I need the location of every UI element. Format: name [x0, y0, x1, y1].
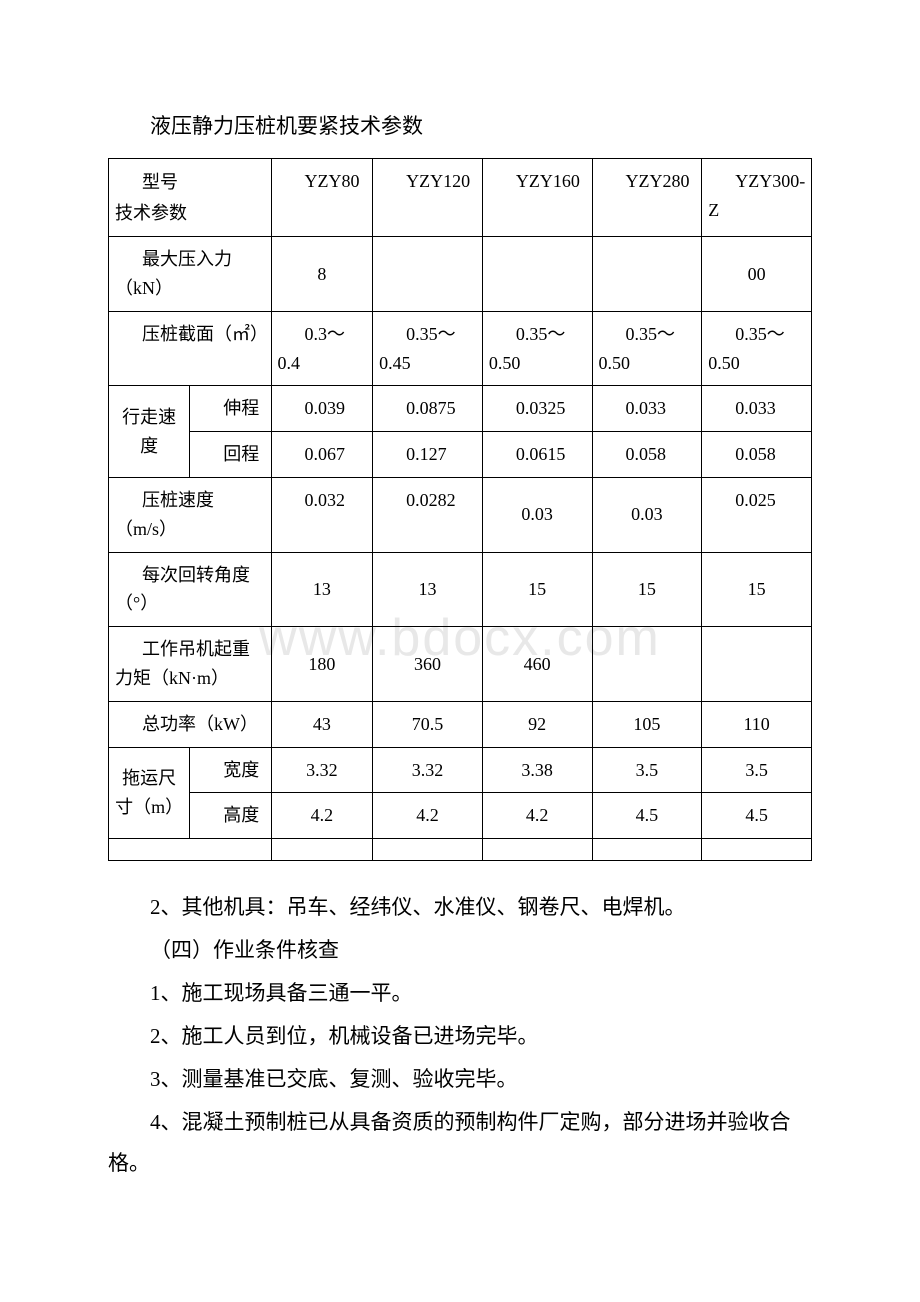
table-row: 型号 技术参数 YZY80 YZY120 YZY160 YZY280 YZY30… — [109, 159, 812, 237]
row-sublabel: 宽度 — [190, 747, 271, 793]
table-row: 回程 0.067 0.127 0.0615 0.058 0.058 — [109, 432, 812, 478]
header-label-1: 型号 — [142, 172, 178, 192]
table-cell: 8 — [271, 237, 373, 312]
table-cell: 0.033 — [702, 386, 812, 432]
table-cell: 3.38 — [482, 747, 592, 793]
table-cell: 0.058 — [702, 432, 812, 478]
table-cell: 0.058 — [592, 432, 702, 478]
row-label: 最大压入力（kN） — [109, 237, 272, 312]
table-cell: 4.2 — [271, 793, 373, 839]
table-cell: 15 — [592, 552, 702, 627]
empty-cell — [702, 839, 812, 861]
table-cell: 360 — [373, 627, 483, 702]
table-cell: 15 — [482, 552, 592, 627]
table-cell: 00 — [702, 237, 812, 312]
row-label: 总功率（kW） — [109, 701, 272, 747]
table-cell: 3.32 — [373, 747, 483, 793]
table-cell — [592, 237, 702, 312]
table-cell: 0.3～0.4 — [271, 311, 373, 386]
table-cell: 0.0282 — [373, 477, 483, 552]
table-row: 拖运尺寸（m） 宽度 3.32 3.32 3.38 3.5 3.5 — [109, 747, 812, 793]
table-row: 压桩截面（㎡） 0.3～0.4 0.35～0.45 0.35～0.50 0.35… — [109, 311, 812, 386]
row-label: 每次回转角度（°） — [109, 552, 272, 627]
empty-cell — [109, 839, 272, 861]
table-cell: 92 — [482, 701, 592, 747]
row-label: 工作吊机起重力矩（kN·m） — [109, 627, 272, 702]
table-cell: 3.32 — [271, 747, 373, 793]
body-paragraph: （四）作业条件核查 — [108, 930, 812, 971]
table-cell: 4.5 — [592, 793, 702, 839]
table-cell: 0.03 — [482, 477, 592, 552]
model-col: YZY120 — [373, 159, 483, 237]
empty-cell — [592, 839, 702, 861]
table-cell: 0.032 — [271, 477, 373, 552]
row-label: 压桩速度（m/s） — [109, 477, 272, 552]
body-paragraph: 2、施工人员到位，机械设备已进场完毕。 — [108, 1016, 812, 1057]
table-cell: 0.0875 — [373, 386, 483, 432]
table-cell: 0.127 — [373, 432, 483, 478]
table-cell — [592, 627, 702, 702]
body-paragraph: 2、其他机具：吊车、经纬仪、水准仪、钢卷尺、电焊机。 — [108, 887, 812, 928]
table-cell: 4.5 — [702, 793, 812, 839]
row-label: 压桩截面（㎡） — [109, 311, 272, 386]
row-sublabel: 伸程 — [190, 386, 271, 432]
row-sublabel: 高度 — [190, 793, 271, 839]
row-sublabel: 回程 — [190, 432, 271, 478]
table-cell — [373, 237, 483, 312]
page-title: 液压静力压桩机要紧技术参数 — [108, 110, 812, 140]
table-cell: 0.033 — [592, 386, 702, 432]
table-cell: 0.35～0.50 — [592, 311, 702, 386]
empty-cell — [373, 839, 483, 861]
table-row: 压桩速度（m/s） 0.032 0.0282 0.03 0.03 0.025 — [109, 477, 812, 552]
table-cell: 0.0325 — [482, 386, 592, 432]
model-col: YZY80 — [271, 159, 373, 237]
table-cell: 0.067 — [271, 432, 373, 478]
table-cell: 3.5 — [592, 747, 702, 793]
empty-cell — [482, 839, 592, 861]
table-cell: 13 — [271, 552, 373, 627]
table-row: 每次回转角度（°） 13 13 15 15 15 — [109, 552, 812, 627]
model-col: YZY160 — [482, 159, 592, 237]
body-paragraph: 3、测量基准已交底、复测、验收完毕。 — [108, 1059, 812, 1100]
table-row: 工作吊机起重力矩（kN·m） 180 360 460 — [109, 627, 812, 702]
table-cell: 105 — [592, 701, 702, 747]
table-row — [109, 839, 812, 861]
table-cell: 460 — [482, 627, 592, 702]
header-label-2: 技术参数 — [115, 203, 187, 223]
table-cell: 70.5 — [373, 701, 483, 747]
body-paragraph: 4、混凝土预制桩已从具备资质的预制构件厂定购，部分进场并验收合格。 — [108, 1102, 812, 1184]
table-cell: 0.35～0.45 — [373, 311, 483, 386]
table-cell — [702, 627, 812, 702]
table-row: 行走速度 伸程 0.039 0.0875 0.0325 0.033 0.033 — [109, 386, 812, 432]
table-cell: 4.2 — [482, 793, 592, 839]
spec-table: 型号 技术参数 YZY80 YZY120 YZY160 YZY280 YZY30… — [108, 158, 812, 861]
empty-cell — [271, 839, 373, 861]
header-label-cell: 型号 技术参数 — [109, 159, 272, 237]
table-cell: 180 — [271, 627, 373, 702]
row-group-label: 拖运尺寸（m） — [109, 747, 190, 839]
table-cell: 43 — [271, 701, 373, 747]
table-cell: 0.0615 — [482, 432, 592, 478]
table-cell: 110 — [702, 701, 812, 747]
table-cell: 0.35～0.50 — [482, 311, 592, 386]
row-group-label: 行走速度 — [109, 386, 190, 478]
table-cell: 0.03 — [592, 477, 702, 552]
table-row: 最大压入力（kN） 8 00 — [109, 237, 812, 312]
model-col: YZY280 — [592, 159, 702, 237]
table-row: 高度 4.2 4.2 4.2 4.5 4.5 — [109, 793, 812, 839]
table-cell — [482, 237, 592, 312]
table-cell: 4.2 — [373, 793, 483, 839]
table-cell: 13 — [373, 552, 483, 627]
table-cell: 0.039 — [271, 386, 373, 432]
table-cell: 0.025 — [702, 477, 812, 552]
table-cell: 0.35～0.50 — [702, 311, 812, 386]
table-row: 总功率（kW） 43 70.5 92 105 110 — [109, 701, 812, 747]
table-cell: 3.5 — [702, 747, 812, 793]
body-paragraph: 1、施工现场具备三通一平。 — [108, 973, 812, 1014]
model-col: YZY300-Z — [702, 159, 812, 237]
table-cell: 15 — [702, 552, 812, 627]
